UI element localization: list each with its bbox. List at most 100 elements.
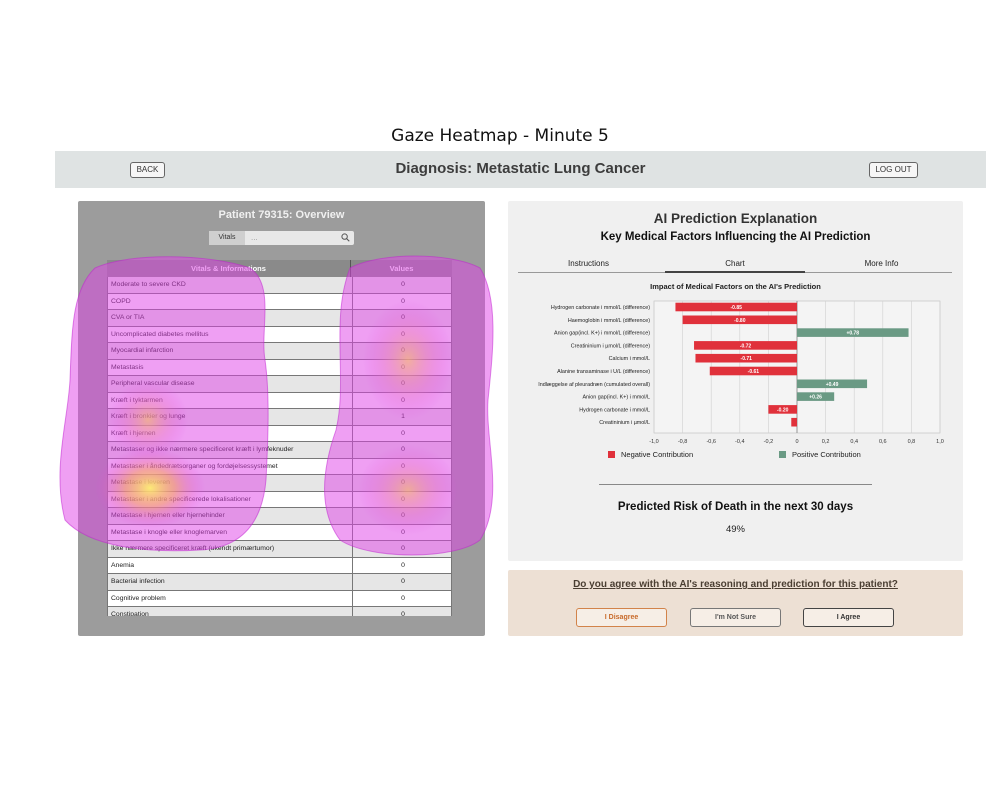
- table-row: Kræft i tyktarmen 0: [108, 392, 452, 409]
- logout-button[interactable]: LOG OUT: [869, 162, 918, 178]
- row-value: 0: [352, 376, 452, 392]
- bar: [791, 417, 797, 427]
- row-label: Metastase i hjernen eller hjernehinder: [111, 512, 225, 519]
- search-icon[interactable]: [341, 233, 350, 242]
- row-value: 0: [352, 425, 452, 442]
- patient-overview-panel: Patient 79315: Overview Vitals ... Vital…: [78, 201, 485, 636]
- table-row: Metastaser i andre specificerede lokalis…: [108, 491, 452, 508]
- row-label: Kræft i hjernen: [111, 429, 156, 437]
- data-label: -0.72: [740, 343, 752, 349]
- data-label: +0.49: [826, 382, 839, 388]
- table-row: Kræft i bronkier og lunge 1: [108, 409, 451, 426]
- row-label: CVA or TIA: [111, 314, 145, 321]
- category-label: Haemoglobin i mmol/L (difference): [568, 318, 650, 324]
- x-tick-label: -0,6: [706, 439, 715, 445]
- tab-chart[interactable]: Chart: [665, 256, 805, 273]
- row-label: Ikke nærmere specificeret kræft (ukendt …: [111, 545, 275, 552]
- table-row: Ikke nærmere specificeret kræft (ukendt …: [108, 541, 451, 558]
- table-header: Vitals & Informations Values: [107, 260, 452, 277]
- row-label: Metastase i leveren: [111, 479, 170, 486]
- row-value: 0: [352, 277, 452, 293]
- row-value: 0: [352, 442, 452, 458]
- table-row: Metastase i hjernen eller hjernehinder 0: [108, 508, 451, 525]
- risk-value: 49%: [725, 524, 745, 535]
- not-sure-button[interactable]: I'm Not Sure: [690, 608, 781, 627]
- search-input[interactable]: ...: [251, 234, 258, 242]
- legend-label-negative: Negative Contribution: [621, 450, 694, 459]
- table-row: Metastase i knogle eller knoglemarven 0: [108, 524, 451, 541]
- back-button[interactable]: BACK: [130, 162, 165, 178]
- bar: [682, 315, 797, 325]
- row-value: 0: [352, 491, 452, 508]
- row-value: 0: [352, 343, 452, 359]
- table-row: Metastase i leveren 0: [108, 475, 451, 492]
- row-value: 0: [352, 475, 452, 491]
- table-row: Peripheral vascular disease 0: [108, 376, 451, 393]
- table-row: Bacterial infection 0: [108, 574, 451, 591]
- bar: [797, 379, 868, 389]
- bar: [694, 341, 797, 350]
- row-value: 0: [352, 458, 452, 475]
- legend-negative: Negative Contribution: [608, 450, 693, 459]
- explanation-subtitle: Key Medical Factors Influencing the AI P…: [600, 231, 871, 243]
- x-tick-label: 0,8: [908, 439, 916, 445]
- x-tick-label: -0,2: [764, 439, 773, 445]
- figure-title: Gaze Heatmap - Minute 5: [391, 126, 609, 146]
- factor-impact-chart: -1,0 -0,8 -0,6 -0,4 -0,2 0 0,2 0,4 0,6 0,8 1,0 Hydr…: [538, 300, 944, 445]
- agree-button[interactable]: I Agree: [803, 608, 894, 627]
- row-label: Cognitive problem: [111, 594, 166, 602]
- tab-instructions[interactable]: Instructions: [568, 259, 609, 268]
- row-label: Constipation: [111, 611, 149, 616]
- row-label: Anemia: [111, 561, 135, 569]
- x-tick-label: -1,0: [649, 439, 658, 445]
- category-label: Anion gap(incl. K+) i mmol/L: [582, 395, 650, 401]
- table-row: Uncomplicated diabetes mellitus 0: [108, 326, 451, 343]
- column-header-values: Values: [389, 264, 414, 273]
- data-label: +0.78: [846, 331, 859, 337]
- table-row: COPD 0: [108, 293, 452, 310]
- x-tick-label: 0,6: [879, 439, 887, 445]
- row-label: COPD: [111, 297, 131, 305]
- x-tick-label: 0: [795, 439, 798, 445]
- table-row: Anemia 0: [108, 557, 452, 574]
- row-value: 0: [352, 607, 452, 616]
- category-label: Creatininium i µmol/L (difference): [571, 343, 650, 349]
- row-label: Metastaser i åndedrætsorganer og fordøje…: [111, 462, 278, 470]
- explanation-title: AI Prediction Explanation: [653, 211, 818, 226]
- row-value: 0: [352, 392, 452, 409]
- row-label: Kræft i tyktarmen: [111, 396, 163, 404]
- risk-title: Predicted Risk of Death in the next 30 d…: [617, 501, 854, 513]
- disagree-button[interactable]: I Disagree: [576, 608, 667, 627]
- bar: [768, 405, 797, 414]
- agreement-panel: Do you agree with the AI's reasoning and…: [508, 570, 963, 636]
- table-row: Moderate to severe CKD 0: [108, 277, 451, 294]
- row-label: Kræft i bronkier og lunge: [111, 413, 186, 420]
- row-value: 0: [352, 557, 452, 574]
- table-row: CVA or TIA 0: [108, 310, 451, 327]
- x-tick-label: -0,4: [735, 439, 744, 445]
- x-tick-label: 0,4: [850, 439, 858, 445]
- data-label: -0.20: [777, 407, 789, 413]
- row-value: 0: [352, 359, 452, 376]
- data-label: -0.85: [731, 305, 743, 311]
- bar: [675, 302, 797, 312]
- legend-swatch-positive: [779, 451, 786, 458]
- category-label: Anion gap(incl. K+) i mmol/L (difference…: [554, 331, 650, 337]
- category-label: Hydrogen carbonate i mmol/L: [579, 407, 650, 413]
- row-label: Bacterial infection: [111, 578, 165, 585]
- row-value: 0: [352, 293, 452, 310]
- explanation-tabs: Instructions Chart More Info: [518, 256, 952, 273]
- search-category-label[interactable]: Vitals: [209, 231, 245, 245]
- bar: [797, 392, 835, 401]
- bar: [695, 353, 797, 363]
- divider: [599, 484, 872, 485]
- table-row: Kræft i hjernen 0: [108, 425, 452, 442]
- table-row: Metastaser og ikke nærmere specificeret …: [108, 442, 451, 459]
- row-label: Metastasis: [111, 363, 144, 371]
- tab-more-info[interactable]: More Info: [864, 259, 899, 268]
- vitals-search[interactable]: Vitals ...: [209, 231, 354, 245]
- vitals-table: Vitals & Informations Values Moderate to…: [107, 260, 452, 616]
- legend-label-positive: Positive Contribution: [792, 450, 861, 459]
- data-label: -0.61: [748, 369, 760, 375]
- patient-title: Patient 79315: Overview: [218, 209, 345, 221]
